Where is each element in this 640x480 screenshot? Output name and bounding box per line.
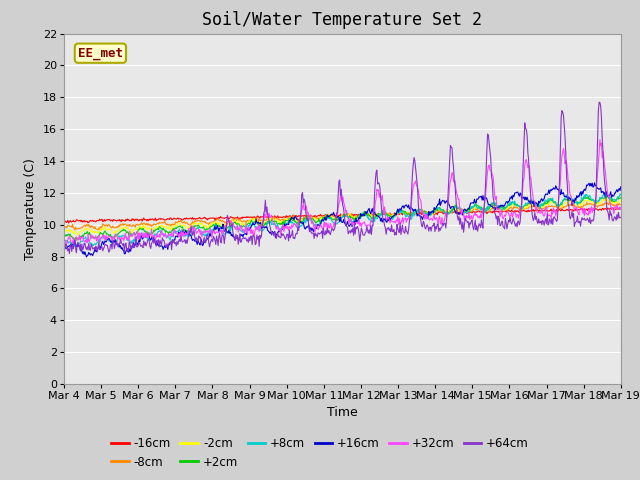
Y-axis label: Temperature (C): Temperature (C): [24, 158, 37, 260]
Title: Soil/Water Temperature Set 2: Soil/Water Temperature Set 2: [202, 11, 483, 29]
Legend: -16cm, -8cm, -2cm, +2cm, +8cm, +16cm, +32cm, +64cm: -16cm, -8cm, -2cm, +2cm, +8cm, +16cm, +3…: [107, 432, 534, 473]
X-axis label: Time: Time: [327, 407, 358, 420]
Text: EE_met: EE_met: [78, 47, 123, 60]
